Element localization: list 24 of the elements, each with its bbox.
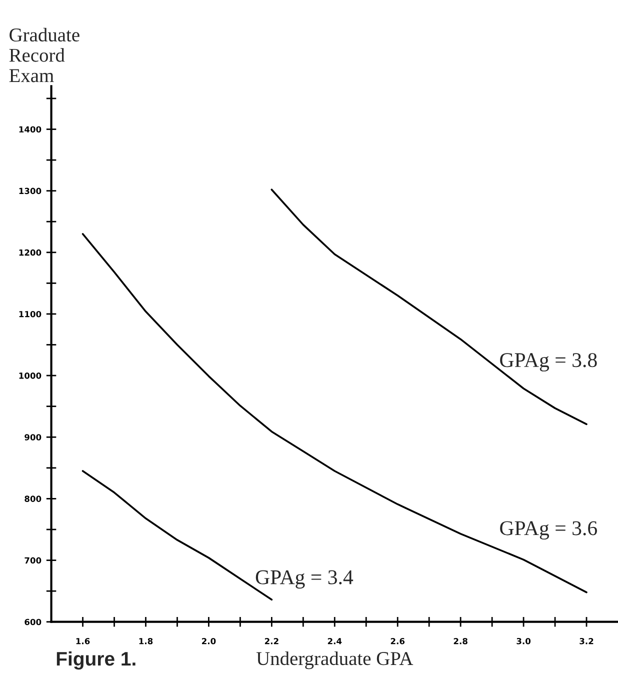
series-label: GPAg = 3.4 — [256, 570, 354, 589]
y-tick-label: 900 — [24, 434, 42, 440]
y-tick-label: 1400 — [19, 126, 42, 133]
y-tick-label: 1300 — [19, 188, 42, 194]
y-tick-label: 1100 — [19, 310, 42, 318]
y-tick-label: 600 — [24, 618, 42, 626]
x-tick-label: 1.8 — [139, 638, 153, 644]
y-tick-label: 1200 — [19, 249, 42, 256]
y-tick-label: 1000 — [19, 372, 42, 379]
y-tick-label: 800 — [24, 496, 42, 502]
x-tick-label: 3.0 — [516, 638, 531, 644]
x-tick-label: 2.8 — [454, 638, 468, 644]
y-tick-label: 700 — [24, 557, 42, 564]
x-tick-label: 2.0 — [202, 638, 216, 644]
x-tick-label: 2.4 — [328, 638, 342, 644]
x-axis-title: Undergraduate GPA — [256, 651, 414, 670]
x-tick-label: 2.2 — [264, 638, 278, 644]
series-label: GPAg = 3.6 — [500, 521, 598, 540]
x-tick-label: 3.2 — [580, 638, 594, 644]
caption: Figure 1. — [56, 651, 136, 670]
x-tick-label: 1.6 — [76, 638, 90, 644]
series-label: GPAg = 3.8 — [500, 353, 597, 372]
x-tick-label: 2.6 — [390, 638, 405, 644]
y-axis-title: Graduate Record Exam — [9, 28, 80, 82]
